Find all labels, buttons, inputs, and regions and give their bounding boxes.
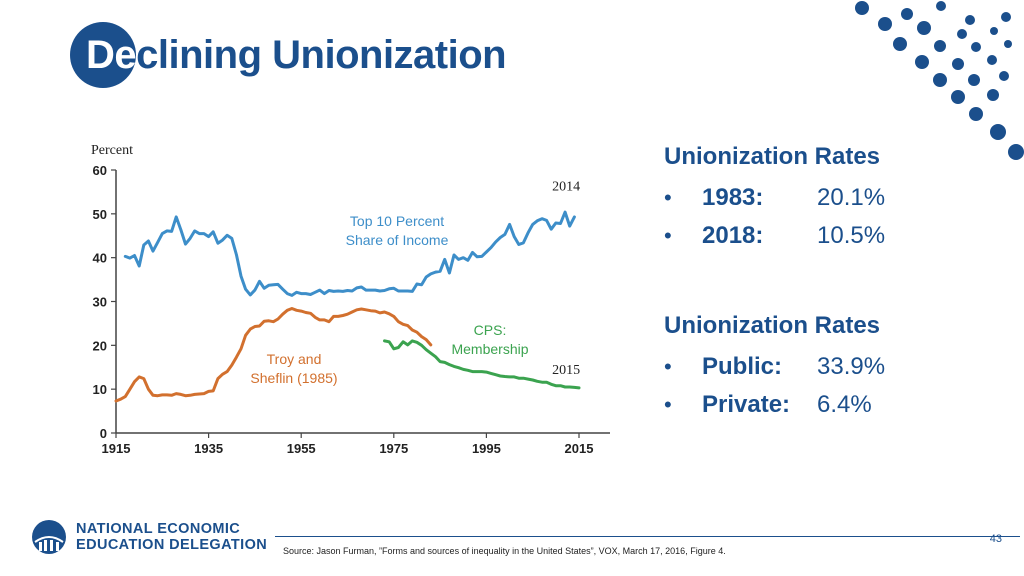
rate-value: 20.1% (817, 184, 886, 211)
y-tick-label: 0 (100, 426, 107, 441)
y-axis-label: Percent (91, 143, 133, 158)
y-tick-label: 20 (93, 338, 107, 353)
page-title: Declining Unionization (86, 33, 507, 78)
logo: NATIONAL ECONOMIC EDUCATION DELEGATION (30, 518, 267, 556)
series-label-troy-and-sheflin: Sheflin (1985) (250, 370, 337, 386)
title-circle-accent (70, 22, 136, 88)
rate-label: Public: (702, 353, 783, 380)
y-tick-label: 40 (93, 251, 107, 266)
rate-value: 10.5% (817, 222, 886, 249)
rate-item-private: • Private: 6.4% (664, 386, 924, 424)
rate-label: 2018: (702, 222, 764, 249)
annotation-top-end-year: 2014 (552, 179, 580, 194)
series-label-cps-membership: Membership (451, 341, 528, 357)
y-tick-label: 50 (93, 207, 107, 222)
page-title-first: De (86, 33, 137, 77)
rates-group-1983-2018: Unionization Rates • 1983: 20.1% • 2018:… (664, 143, 924, 255)
series-line-troy-and-sheflin (114, 307, 433, 403)
rates-group-public-private: Unionization Rates • Public: 33.9% • Pri… (664, 312, 924, 424)
rate-item-1983: • 1983: 20.1% (664, 179, 924, 217)
series-line-cps-membership (383, 339, 581, 390)
source-citation: Source: Jason Furman, ”Forms and sources… (283, 546, 726, 556)
series-label-troy-and-sheflin: Troy and (267, 351, 322, 367)
unionization-line-chart: Percent 0 10 20 30 40 50 60 1915 1935 1955 1975 19… (91, 143, 610, 456)
x-tick-label: 1995 (472, 441, 501, 456)
series-label-top-10-percent: Share of Income (346, 232, 449, 248)
page-title-rest: clining Unionization (136, 33, 507, 77)
rate-item-2018: • 2018: 10.5% (664, 217, 924, 255)
rate-value: 33.9% (817, 353, 886, 380)
y-tick-label: 10 (93, 382, 107, 397)
rate-label: Private: (702, 391, 791, 418)
x-tick-label: 1955 (287, 441, 316, 456)
x-tick-label: 2015 (565, 441, 594, 456)
rate-label: 1983: (702, 184, 764, 211)
series-line-top-10-percent (123, 210, 576, 297)
bullet: • (664, 354, 672, 379)
x-tick-label: 1935 (194, 441, 223, 456)
y-tick-label: 30 (93, 295, 107, 310)
rate-value: 6.4% (817, 391, 872, 418)
rates-header: Unionization Rates (664, 312, 881, 339)
logo-line-1: NATIONAL ECONOMIC (76, 521, 241, 537)
bullet: • (664, 223, 672, 248)
rates-header: Unionization Rates (664, 143, 881, 170)
annotation-cps-end-year: 2015 (552, 363, 580, 378)
bullet: • (664, 185, 672, 210)
page-number: 43 (989, 533, 1002, 545)
y-tick-label: 60 (93, 163, 107, 178)
series-label-top-10-percent: Top 10 Percent (350, 213, 444, 229)
series-label-cps-membership: CPS: (474, 322, 507, 338)
x-tick-label: 1915 (102, 441, 131, 456)
rate-item-public: • Public: 33.9% (664, 348, 924, 386)
footer-divider (275, 536, 1020, 537)
bullet: • (664, 392, 672, 417)
logo-globe-icon (32, 520, 66, 554)
logo-line-2: EDUCATION DELEGATION (76, 537, 268, 553)
x-tick-label: 1975 (379, 441, 408, 456)
